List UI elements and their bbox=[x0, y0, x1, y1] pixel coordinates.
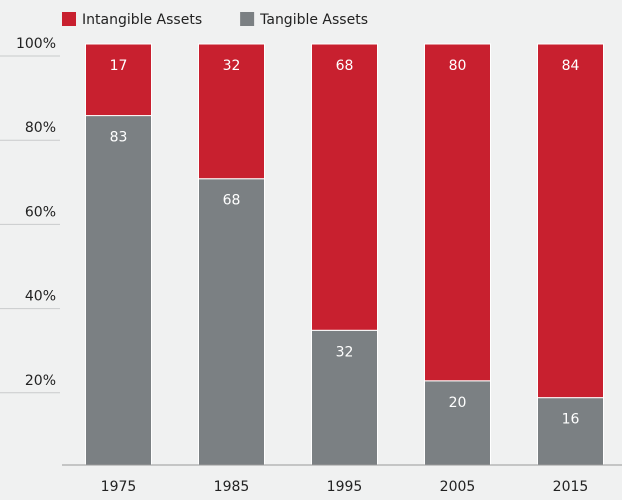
y-tick-label: 100% bbox=[16, 36, 56, 52]
value-label: 80 bbox=[449, 58, 467, 74]
x-tick-label: 2015 bbox=[553, 479, 589, 495]
value-label: 83 bbox=[110, 130, 128, 146]
bar-segment bbox=[424, 43, 491, 382]
bar-segment bbox=[311, 43, 378, 331]
y-tick-label: 80% bbox=[25, 120, 56, 136]
bar-segment bbox=[85, 115, 152, 466]
value-label: 17 bbox=[110, 58, 128, 74]
bar-segment bbox=[537, 43, 604, 399]
value-label: 84 bbox=[562, 58, 580, 74]
legend-label: Intangible Assets bbox=[82, 12, 202, 28]
legend-label: Tangible Assets bbox=[259, 12, 368, 28]
x-tick-label: 1995 bbox=[327, 479, 363, 495]
y-tick-label: 60% bbox=[25, 204, 56, 220]
value-label: 32 bbox=[223, 58, 241, 74]
legend-swatch bbox=[62, 12, 76, 26]
value-label: 68 bbox=[336, 58, 354, 74]
bar-segment bbox=[198, 43, 265, 180]
y-tick-label: 40% bbox=[25, 289, 56, 305]
bar-segment bbox=[85, 43, 152, 117]
bar-segment bbox=[424, 380, 491, 466]
bar-segment bbox=[198, 178, 265, 466]
value-label: 16 bbox=[562, 412, 580, 428]
bar-segment bbox=[537, 397, 604, 466]
value-label: 32 bbox=[336, 344, 354, 360]
value-label: 68 bbox=[223, 193, 241, 209]
value-label: 20 bbox=[449, 395, 467, 411]
x-tick-label: 1985 bbox=[214, 479, 250, 495]
x-tick-label: 2005 bbox=[440, 479, 476, 495]
x-tick-label: 1975 bbox=[101, 479, 137, 495]
y-tick-label: 20% bbox=[25, 373, 56, 389]
legend-swatch bbox=[240, 12, 255, 26]
